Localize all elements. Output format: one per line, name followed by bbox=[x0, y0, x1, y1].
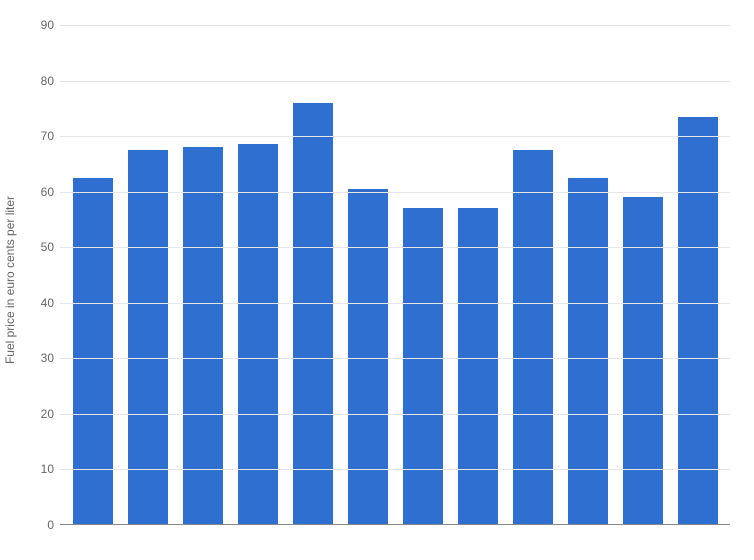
gridline bbox=[60, 303, 730, 304]
bars-group bbox=[60, 25, 730, 525]
gridline bbox=[60, 192, 730, 193]
y-tick-label: 20 bbox=[14, 407, 54, 421]
bar bbox=[238, 144, 278, 525]
y-tick-label: 90 bbox=[14, 18, 54, 32]
y-tick-label: 50 bbox=[14, 240, 54, 254]
y-tick-label: 70 bbox=[14, 129, 54, 143]
bar bbox=[73, 178, 113, 525]
plot-area bbox=[60, 25, 730, 525]
y-tick-label: 40 bbox=[14, 296, 54, 310]
y-axis-label: Fuel price in euro cents per liter bbox=[3, 196, 17, 364]
y-tick-label: 80 bbox=[14, 74, 54, 88]
bar bbox=[293, 103, 333, 525]
y-tick-label: 10 bbox=[14, 462, 54, 476]
bar bbox=[348, 189, 388, 525]
gridline bbox=[60, 247, 730, 248]
gridline bbox=[60, 136, 730, 137]
bar bbox=[568, 178, 608, 525]
bar bbox=[403, 208, 443, 525]
bar bbox=[678, 117, 718, 525]
fuel-price-chart: Fuel price in euro cents per liter 0 10 20… bbox=[0, 0, 754, 560]
x-axis-line bbox=[60, 524, 730, 525]
gridline bbox=[60, 81, 730, 82]
bar bbox=[183, 147, 223, 525]
y-tick-label: 60 bbox=[14, 185, 54, 199]
y-tick-label: 30 bbox=[14, 351, 54, 365]
gridline bbox=[60, 358, 730, 359]
gridline bbox=[60, 469, 730, 470]
bar bbox=[458, 208, 498, 525]
y-tick-label: 0 bbox=[14, 518, 54, 532]
gridline bbox=[60, 25, 730, 26]
gridline bbox=[60, 414, 730, 415]
